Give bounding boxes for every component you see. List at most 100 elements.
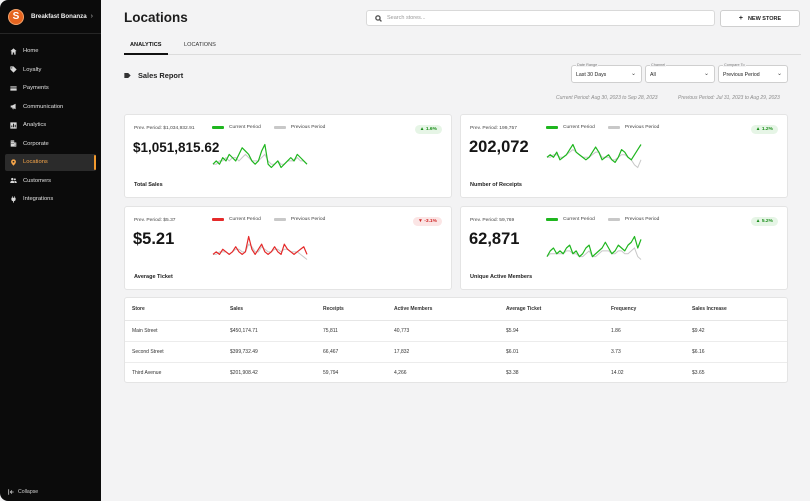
tag-icon: [124, 73, 131, 78]
chevron-down-icon: ⌄: [776, 71, 782, 77]
sidebar-item-integrations[interactable]: Integrations: [5, 191, 96, 208]
sparkline-chart: [546, 235, 642, 260]
previous-period-line: [213, 153, 308, 165]
compare-to-label: Compare To: [723, 63, 746, 67]
sidebar-item-label: Analytics: [23, 122, 47, 128]
new-store-label: NEW STORE: [747, 15, 782, 22]
new-store-button[interactable]: + NEW STORE: [720, 10, 800, 27]
column-header[interactable]: Active Members: [387, 298, 499, 321]
previous-period-value: Prev. Period: $5.37: [134, 218, 176, 223]
plug-icon: [8, 195, 18, 203]
previous-period-value: Prev. Period: $1,034,932.91: [134, 126, 195, 131]
current-period-text: Current Period: Aug 30, 2023 to Sep 28, …: [556, 95, 658, 101]
sidebar-item-label: Corporate: [23, 140, 49, 147]
chart-legend: Current Period Previous Period: [546, 125, 659, 130]
channel-select[interactable]: Channel All ⌄: [645, 63, 715, 83]
pin-icon: [8, 158, 18, 166]
current-period-swatch: [212, 126, 224, 129]
table-row[interactable]: Third Avenue $201,908.42 59,794 4,266 $3…: [125, 362, 787, 382]
change-badge: ▼ -3.1%: [413, 217, 442, 226]
previous-period-value: Prev. Period: 199,757: [470, 126, 517, 131]
stores-table: Store Sales Receipts Active Members Aver…: [124, 297, 788, 383]
change-badge: ▲ 1.2%: [750, 125, 778, 134]
current-period-line: [212, 235, 308, 255]
current-period-swatch: [546, 218, 558, 221]
legend-previous-label: Previous Period: [290, 125, 326, 130]
table-row[interactable]: Main Street $450,174.71 75,811 40,773 $5…: [125, 320, 787, 342]
metric-label: Average Ticket: [134, 274, 173, 280]
tag-icon: [8, 66, 18, 73]
legend-current-label: Current Period: [229, 125, 261, 130]
brand-switcher[interactable]: S Breakfast Bonanza ›: [0, 0, 101, 34]
current-period-line: [212, 143, 308, 169]
column-header[interactable]: Sales Increase: [685, 298, 787, 321]
sidebar-item-label: Communication: [23, 103, 64, 110]
table-cell: $5.94: [499, 320, 604, 342]
column-header[interactable]: Average Ticket: [499, 298, 604, 321]
chart-legend: Current Period Previous Period: [212, 217, 325, 222]
date-range-select[interactable]: Date Range Last 30 Days ⌄: [571, 63, 642, 83]
date-range-value: Last 30 Days: [576, 72, 607, 78]
metric-card-receipts: Prev. Period: 199,757 Current Period Pre…: [460, 114, 788, 198]
column-header[interactable]: Store: [125, 298, 223, 321]
column-header[interactable]: Receipts: [316, 298, 387, 321]
card-icon: [8, 85, 18, 92]
sidebar-item-label: Integrations: [23, 196, 54, 202]
legend-current-label: Current Period: [563, 217, 595, 222]
page-title: Locations: [124, 10, 188, 25]
previous-period-swatch: [607, 218, 620, 221]
search-input[interactable]: [387, 15, 687, 21]
table-cell: 1.86: [604, 320, 685, 342]
search-box[interactable]: [366, 10, 715, 26]
table-cell: 40,773: [387, 320, 499, 342]
channel-label: Channel: [650, 63, 667, 67]
previous-period-swatch: [273, 218, 286, 221]
sidebar-item-loyalty[interactable]: Loyalty: [5, 61, 96, 78]
sidebar-item-corporate[interactable]: Corporate: [5, 135, 96, 152]
tab-locations[interactable]: LOCATIONS: [184, 42, 216, 48]
metric-card-active-members: Prev. Period: 59,769 Current Period Prev…: [460, 206, 788, 290]
sidebar-item-communication[interactable]: Communication: [5, 98, 96, 115]
table-cell: $6.01: [499, 341, 604, 363]
megaphone-icon: [8, 103, 18, 110]
table-cell: 75,811: [316, 320, 387, 342]
sidebar-item-label: Payments: [23, 85, 49, 91]
change-badge: ▲ 1.6%: [414, 125, 442, 134]
chevron-down-icon: ⌄: [630, 71, 636, 77]
sidebar-item-home[interactable]: Home: [5, 43, 96, 60]
tab-analytics[interactable]: ANALYTICS: [130, 42, 162, 48]
channel-value: All: [650, 72, 656, 78]
column-header[interactable]: Sales: [223, 298, 316, 321]
sidebar: S Breakfast Bonanza › Home Loyalty Payme…: [0, 0, 101, 501]
table-cell: Second Street: [125, 341, 223, 363]
table-cell: 59,794: [323, 369, 339, 376]
collapse-button[interactable]: Collapse: [8, 489, 38, 495]
sidebar-item-payments[interactable]: Payments: [5, 80, 96, 97]
sidebar-item-label: Home: [23, 48, 39, 54]
search-icon: [375, 14, 382, 22]
metric-value: $1,051,815.62: [133, 140, 220, 155]
chart-legend: Current Period Previous Period: [546, 217, 659, 222]
metric-value: 202,072: [469, 138, 529, 156]
current-period-line: [546, 143, 642, 163]
column-header[interactable]: Frequency: [604, 298, 685, 321]
chevron-right-icon: ›: [90, 13, 93, 20]
table-cell: $450,174.71: [223, 320, 316, 342]
sales-report-label: Sales Report: [138, 71, 184, 80]
previous-period-swatch: [273, 126, 286, 129]
table-row[interactable]: Second Street $399,732.49 66,467 17,832 …: [125, 341, 787, 363]
table-cell: 66,467: [316, 341, 387, 363]
sidebar-item-locations[interactable]: Locations: [5, 153, 96, 171]
table-cell: Main Street: [125, 320, 223, 342]
sidebar-item-analytics[interactable]: Analytics: [5, 117, 96, 134]
previous-period-line: [546, 247, 642, 260]
table-cell: 17,832: [387, 341, 499, 363]
compare-to-select[interactable]: Compare To Previous Period ⌄: [718, 63, 788, 83]
metric-card-average-ticket: Prev. Period: $5.37 Current Period Previ…: [124, 206, 452, 290]
sidebar-item-label: Loyalty: [23, 66, 42, 73]
previous-period-value: Prev. Period: 59,769: [470, 218, 515, 223]
metric-value: 62,871: [469, 230, 520, 248]
brand-name: Breakfast Bonanza: [31, 13, 87, 20]
chart-legend: Current Period Previous Period: [212, 125, 325, 130]
sidebar-item-customers[interactable]: Customers: [5, 172, 96, 189]
